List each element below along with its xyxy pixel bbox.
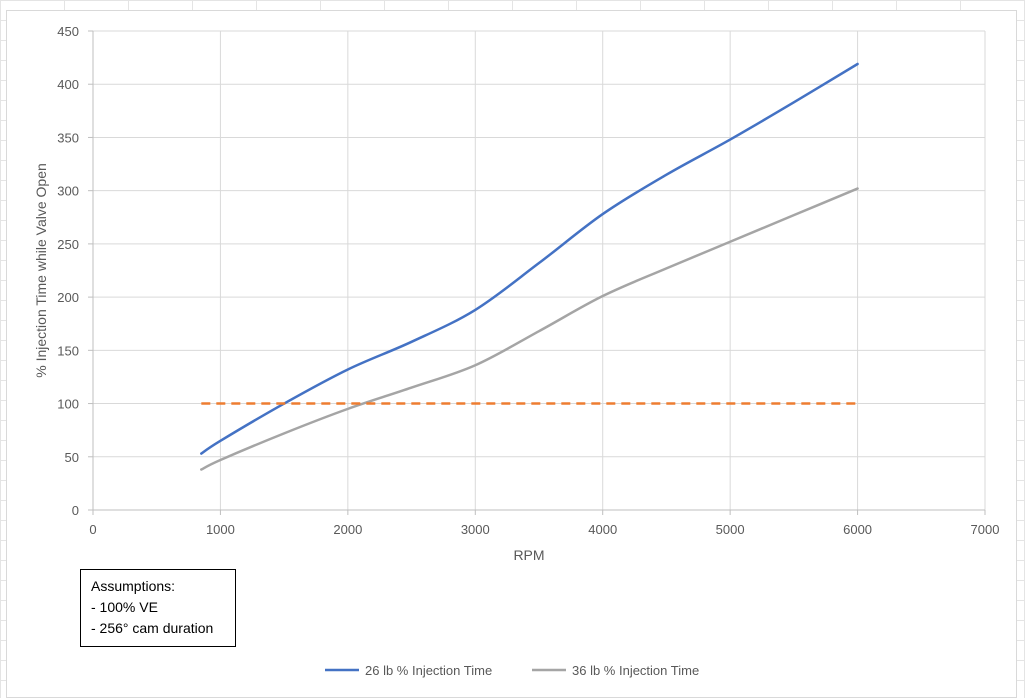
assumption-cam-duration: - 256° cam duration xyxy=(91,620,214,636)
legend-label: 36 lb % Injection Time xyxy=(572,663,699,678)
y-tick-label: 250 xyxy=(57,237,79,252)
series-line-1 xyxy=(200,62,859,455)
y-tick-label: 400 xyxy=(57,77,79,92)
x-tick-label: 0 xyxy=(89,522,96,537)
y-tick-label: 200 xyxy=(57,290,79,305)
x-tick-label: 4000 xyxy=(588,522,617,537)
y-axis-title: % Injection Time while Valve Open xyxy=(33,163,49,378)
x-tick-label: 6000 xyxy=(843,522,872,537)
x-tick-label: 7000 xyxy=(971,522,1000,537)
assumptions-title: Assumptions: xyxy=(91,578,176,594)
y-tick-label: 150 xyxy=(57,343,79,358)
assumption-ve: - 100% VE xyxy=(91,599,158,615)
assumptions-textbox[interactable]: Assumptions: - 100% VE - 256° cam durati… xyxy=(80,569,236,647)
legend-label: 26 lb % Injection Time xyxy=(365,663,492,678)
y-tick-label: 100 xyxy=(57,397,79,412)
y-tick-label: 450 xyxy=(57,24,79,39)
y-tick-label: 0 xyxy=(72,503,79,518)
y-tick-label: 300 xyxy=(57,184,79,199)
x-tick-label: 2000 xyxy=(333,522,362,537)
x-axis-title: RPM xyxy=(513,547,544,563)
y-tick-label: 50 xyxy=(65,450,79,465)
x-tick-label: 3000 xyxy=(461,522,490,537)
x-tick-label: 1000 xyxy=(206,522,235,537)
series-line-2 xyxy=(200,187,859,471)
x-tick-label: 5000 xyxy=(716,522,745,537)
y-tick-label: 350 xyxy=(57,130,79,145)
